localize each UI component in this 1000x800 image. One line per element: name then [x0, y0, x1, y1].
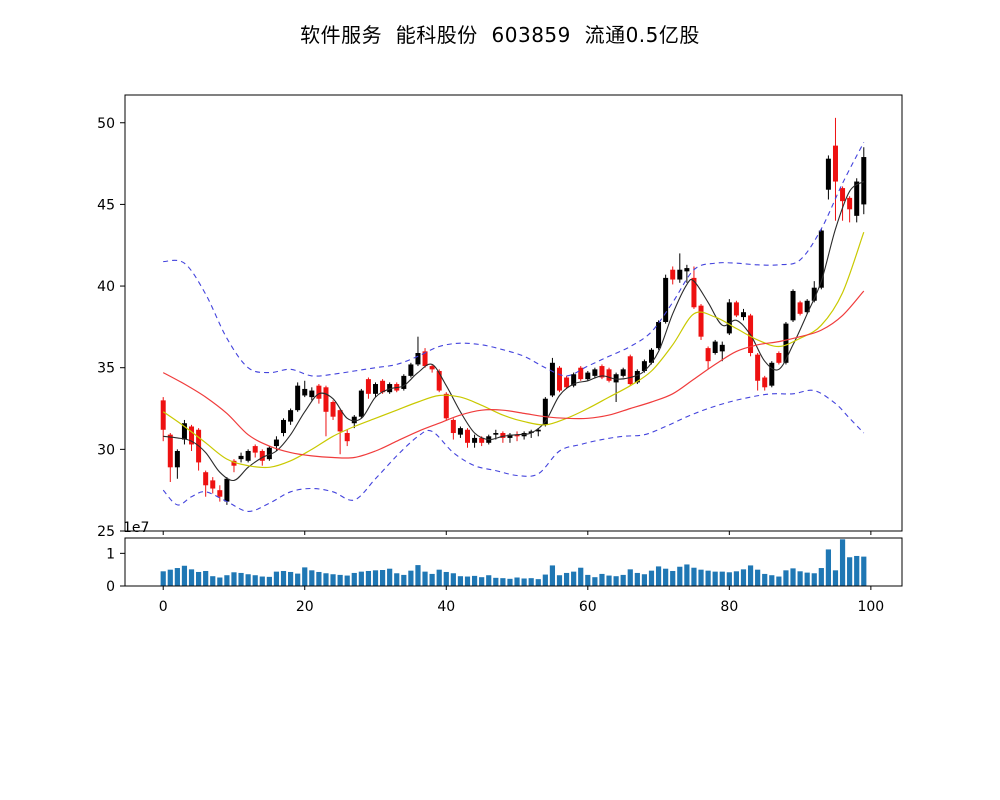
axes-frames	[124, 94, 903, 587]
overlay-boll-lower	[162, 389, 865, 512]
axis-tick-label: 35	[97, 361, 115, 377]
axis-tick-label: 100	[857, 599, 884, 615]
axis-tick-label: 60	[579, 599, 597, 615]
axis-tick-label: 40	[97, 279, 115, 295]
axis-tick-label: 30	[97, 442, 115, 458]
axis-tick-label: 25	[97, 524, 115, 540]
axis-tick-label: 1	[106, 546, 115, 562]
overlay-boll-upper	[163, 142, 865, 377]
volume-axis-offset-label: 1e7	[123, 520, 149, 536]
axis-tick-label: 45	[97, 197, 115, 213]
candles	[160, 117, 867, 505]
axis-ticks: 25 30 35 40 45 50 0 20 40 60 80 100 0 1 1e7	[97, 116, 884, 615]
overlay-ma-mid	[162, 231, 865, 469]
axis-tick-label: 0	[106, 579, 115, 595]
overlay-ma-fast	[163, 181, 865, 482]
chart-title: 软件服务 能科股份 603859 流通0.5亿股	[300, 23, 700, 47]
axis-tick-label: 20	[296, 599, 314, 615]
overlay-ma-slow	[162, 290, 865, 459]
axis-tick-label: 50	[97, 116, 115, 132]
axis-tick-label: 80	[720, 599, 738, 615]
axis-tick-label: 0	[159, 599, 168, 615]
axis-tick-label: 40	[437, 599, 455, 615]
volume-bars	[160, 539, 867, 586]
